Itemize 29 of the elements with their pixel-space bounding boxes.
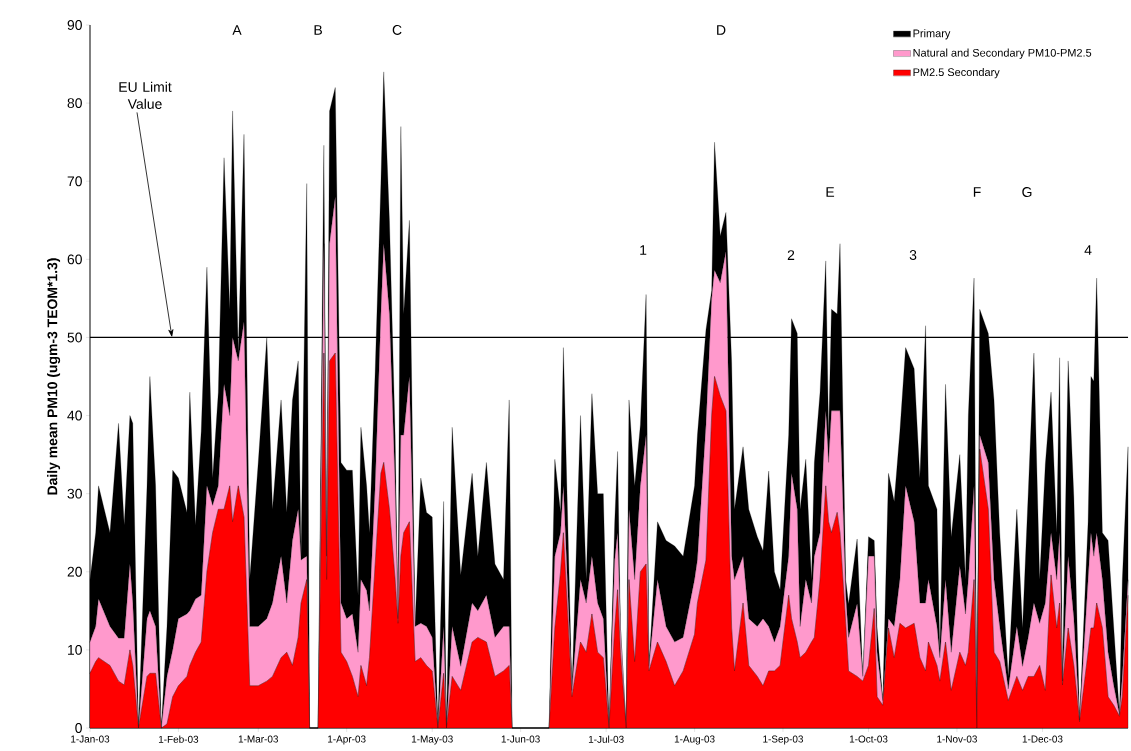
x-tick-label: 1-Dec-03 (1022, 735, 1063, 743)
annotation: B (314, 25, 322, 35)
y-tick-label: 0 (75, 723, 82, 733)
y-tick-label: 30 (67, 488, 82, 499)
legend-label: Primary (913, 29, 951, 40)
annotation: A (232, 25, 242, 35)
x-tick-label: 1-Apr-03 (328, 735, 366, 745)
y-tick-label: 70 (67, 176, 82, 187)
annotation: D (717, 25, 726, 35)
x-tick-label: 1-Aug-03 (674, 735, 715, 745)
y-tick-label: 80 (67, 98, 82, 109)
y-tick-label: 40 (67, 410, 82, 421)
y-axis-title: Daily mean PM10 (ugm-3 TEOM*1.3) (47, 258, 61, 495)
x-tick-label: 1-Feb-03 (158, 735, 199, 743)
x-tick-label: 1-Sep-03 (763, 735, 804, 745)
x-tick-label: 1-Jun-03 (501, 735, 540, 743)
y-tick-label: 10 (68, 644, 82, 655)
y-tick-label: 20 (67, 566, 82, 577)
y-tick-label: 90 (67, 20, 82, 30)
annotation: C (392, 25, 402, 35)
x-tick-label: 1-Nov-03 (937, 735, 977, 743)
y-tick-label: 50 (67, 332, 82, 343)
legend-label: Natural and Secondary PM10-PM2.5 (913, 48, 1092, 59)
x-tick-label: 1-May-03 (411, 735, 453, 745)
x-tick-label: 1-Jul-03 (588, 735, 624, 743)
y-tick-label: 60 (67, 254, 82, 265)
x-tick-label: 1-Jan-03 (71, 735, 110, 743)
x-tick-label: 1-Mar-03 (238, 735, 279, 743)
x-tick-label: 1-Oct-03 (849, 735, 888, 743)
